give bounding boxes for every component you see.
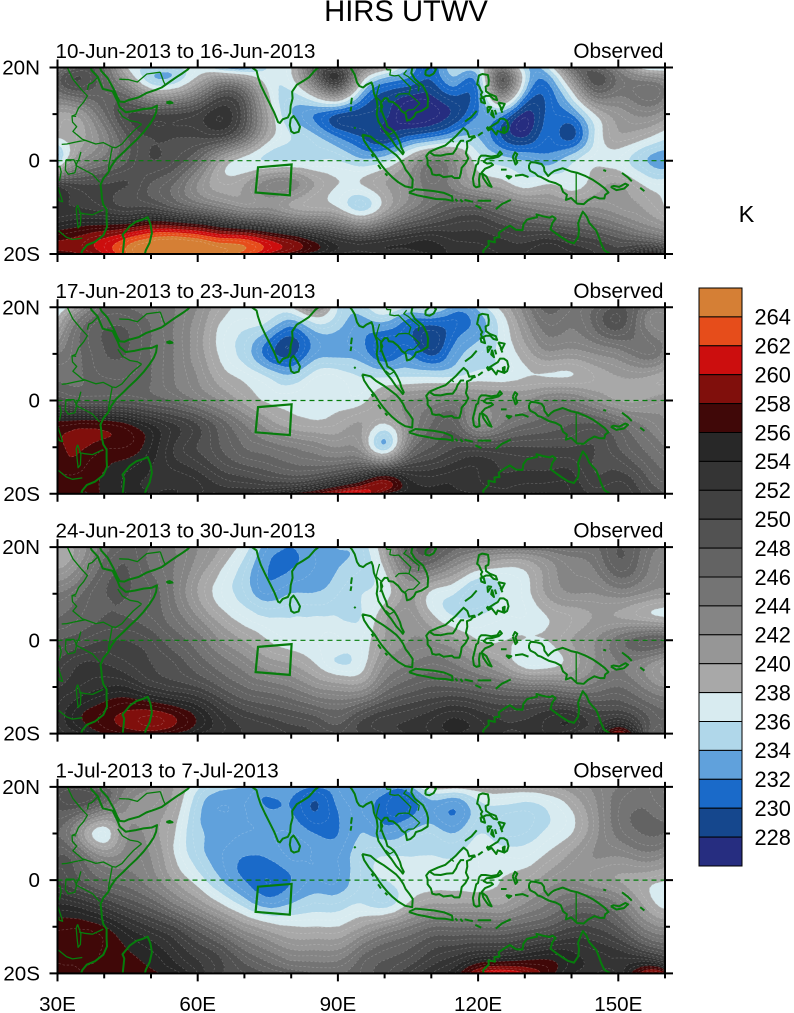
- svg-text:60E: 60E: [179, 993, 216, 1013]
- svg-text:230: 230: [755, 796, 791, 821]
- svg-text:234: 234: [755, 738, 791, 763]
- svg-text:20N: 20N: [2, 296, 40, 319]
- svg-text:150E: 150E: [594, 993, 642, 1013]
- svg-text:258: 258: [755, 391, 791, 416]
- svg-text:264: 264: [755, 305, 791, 330]
- svg-text:246: 246: [755, 565, 791, 590]
- svg-text:20N: 20N: [2, 536, 40, 559]
- svg-text:K: K: [739, 201, 755, 227]
- svg-text:20N: 20N: [2, 57, 40, 80]
- svg-text:256: 256: [755, 420, 791, 445]
- svg-text:Observed: Observed: [573, 759, 663, 782]
- svg-text:0: 0: [29, 390, 40, 413]
- svg-text:252: 252: [755, 478, 791, 503]
- svg-text:10-Jun-2013 to 16-Jun-2013: 10-Jun-2013 to 16-Jun-2013: [56, 40, 316, 63]
- svg-text:262: 262: [755, 334, 791, 359]
- svg-text:0: 0: [29, 150, 40, 173]
- svg-text:90E: 90E: [320, 993, 357, 1013]
- svg-text:248: 248: [755, 536, 791, 561]
- svg-text:20N: 20N: [2, 776, 40, 799]
- svg-text:260: 260: [755, 363, 791, 388]
- svg-text:20S: 20S: [3, 723, 40, 746]
- svg-text:240: 240: [755, 652, 791, 677]
- svg-text:228: 228: [755, 825, 791, 850]
- svg-text:236: 236: [755, 709, 791, 734]
- svg-text:20S: 20S: [3, 243, 40, 266]
- svg-text:238: 238: [755, 680, 791, 705]
- svg-text:Observed: Observed: [573, 520, 663, 543]
- svg-text:120E: 120E: [454, 993, 502, 1013]
- svg-text:Observed: Observed: [573, 40, 663, 63]
- svg-text:1-Jul-2013 to 7-Jul-2013: 1-Jul-2013 to 7-Jul-2013: [56, 759, 279, 782]
- svg-text:250: 250: [755, 507, 791, 532]
- svg-text:30E: 30E: [39, 993, 76, 1013]
- svg-text:232: 232: [755, 767, 791, 792]
- svg-text:Observed: Observed: [573, 280, 663, 303]
- svg-text:20S: 20S: [3, 962, 40, 985]
- svg-text:0: 0: [29, 869, 40, 892]
- svg-text:242: 242: [755, 623, 791, 648]
- svg-text:24-Jun-2013 to 30-Jun-2013: 24-Jun-2013 to 30-Jun-2013: [56, 520, 316, 543]
- svg-text:254: 254: [755, 449, 791, 474]
- svg-text:20S: 20S: [3, 483, 40, 506]
- svg-text:0: 0: [29, 629, 40, 652]
- svg-text:17-Jun-2013 to 23-Jun-2013: 17-Jun-2013 to 23-Jun-2013: [56, 280, 316, 303]
- svg-text:HIRS UTWV: HIRS UTWV: [324, 0, 488, 28]
- svg-text:244: 244: [755, 594, 791, 619]
